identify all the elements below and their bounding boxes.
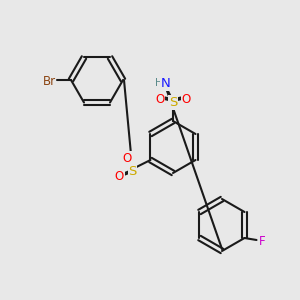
Text: F: F: [259, 235, 266, 248]
Text: O: O: [155, 93, 165, 106]
Text: H: H: [155, 78, 163, 88]
Text: N: N: [161, 77, 171, 90]
Text: O: O: [115, 170, 124, 183]
Text: O: O: [182, 93, 190, 106]
Text: Br: Br: [42, 75, 56, 88]
Text: S: S: [169, 96, 177, 109]
Text: S: S: [128, 165, 137, 178]
Text: O: O: [123, 152, 132, 165]
